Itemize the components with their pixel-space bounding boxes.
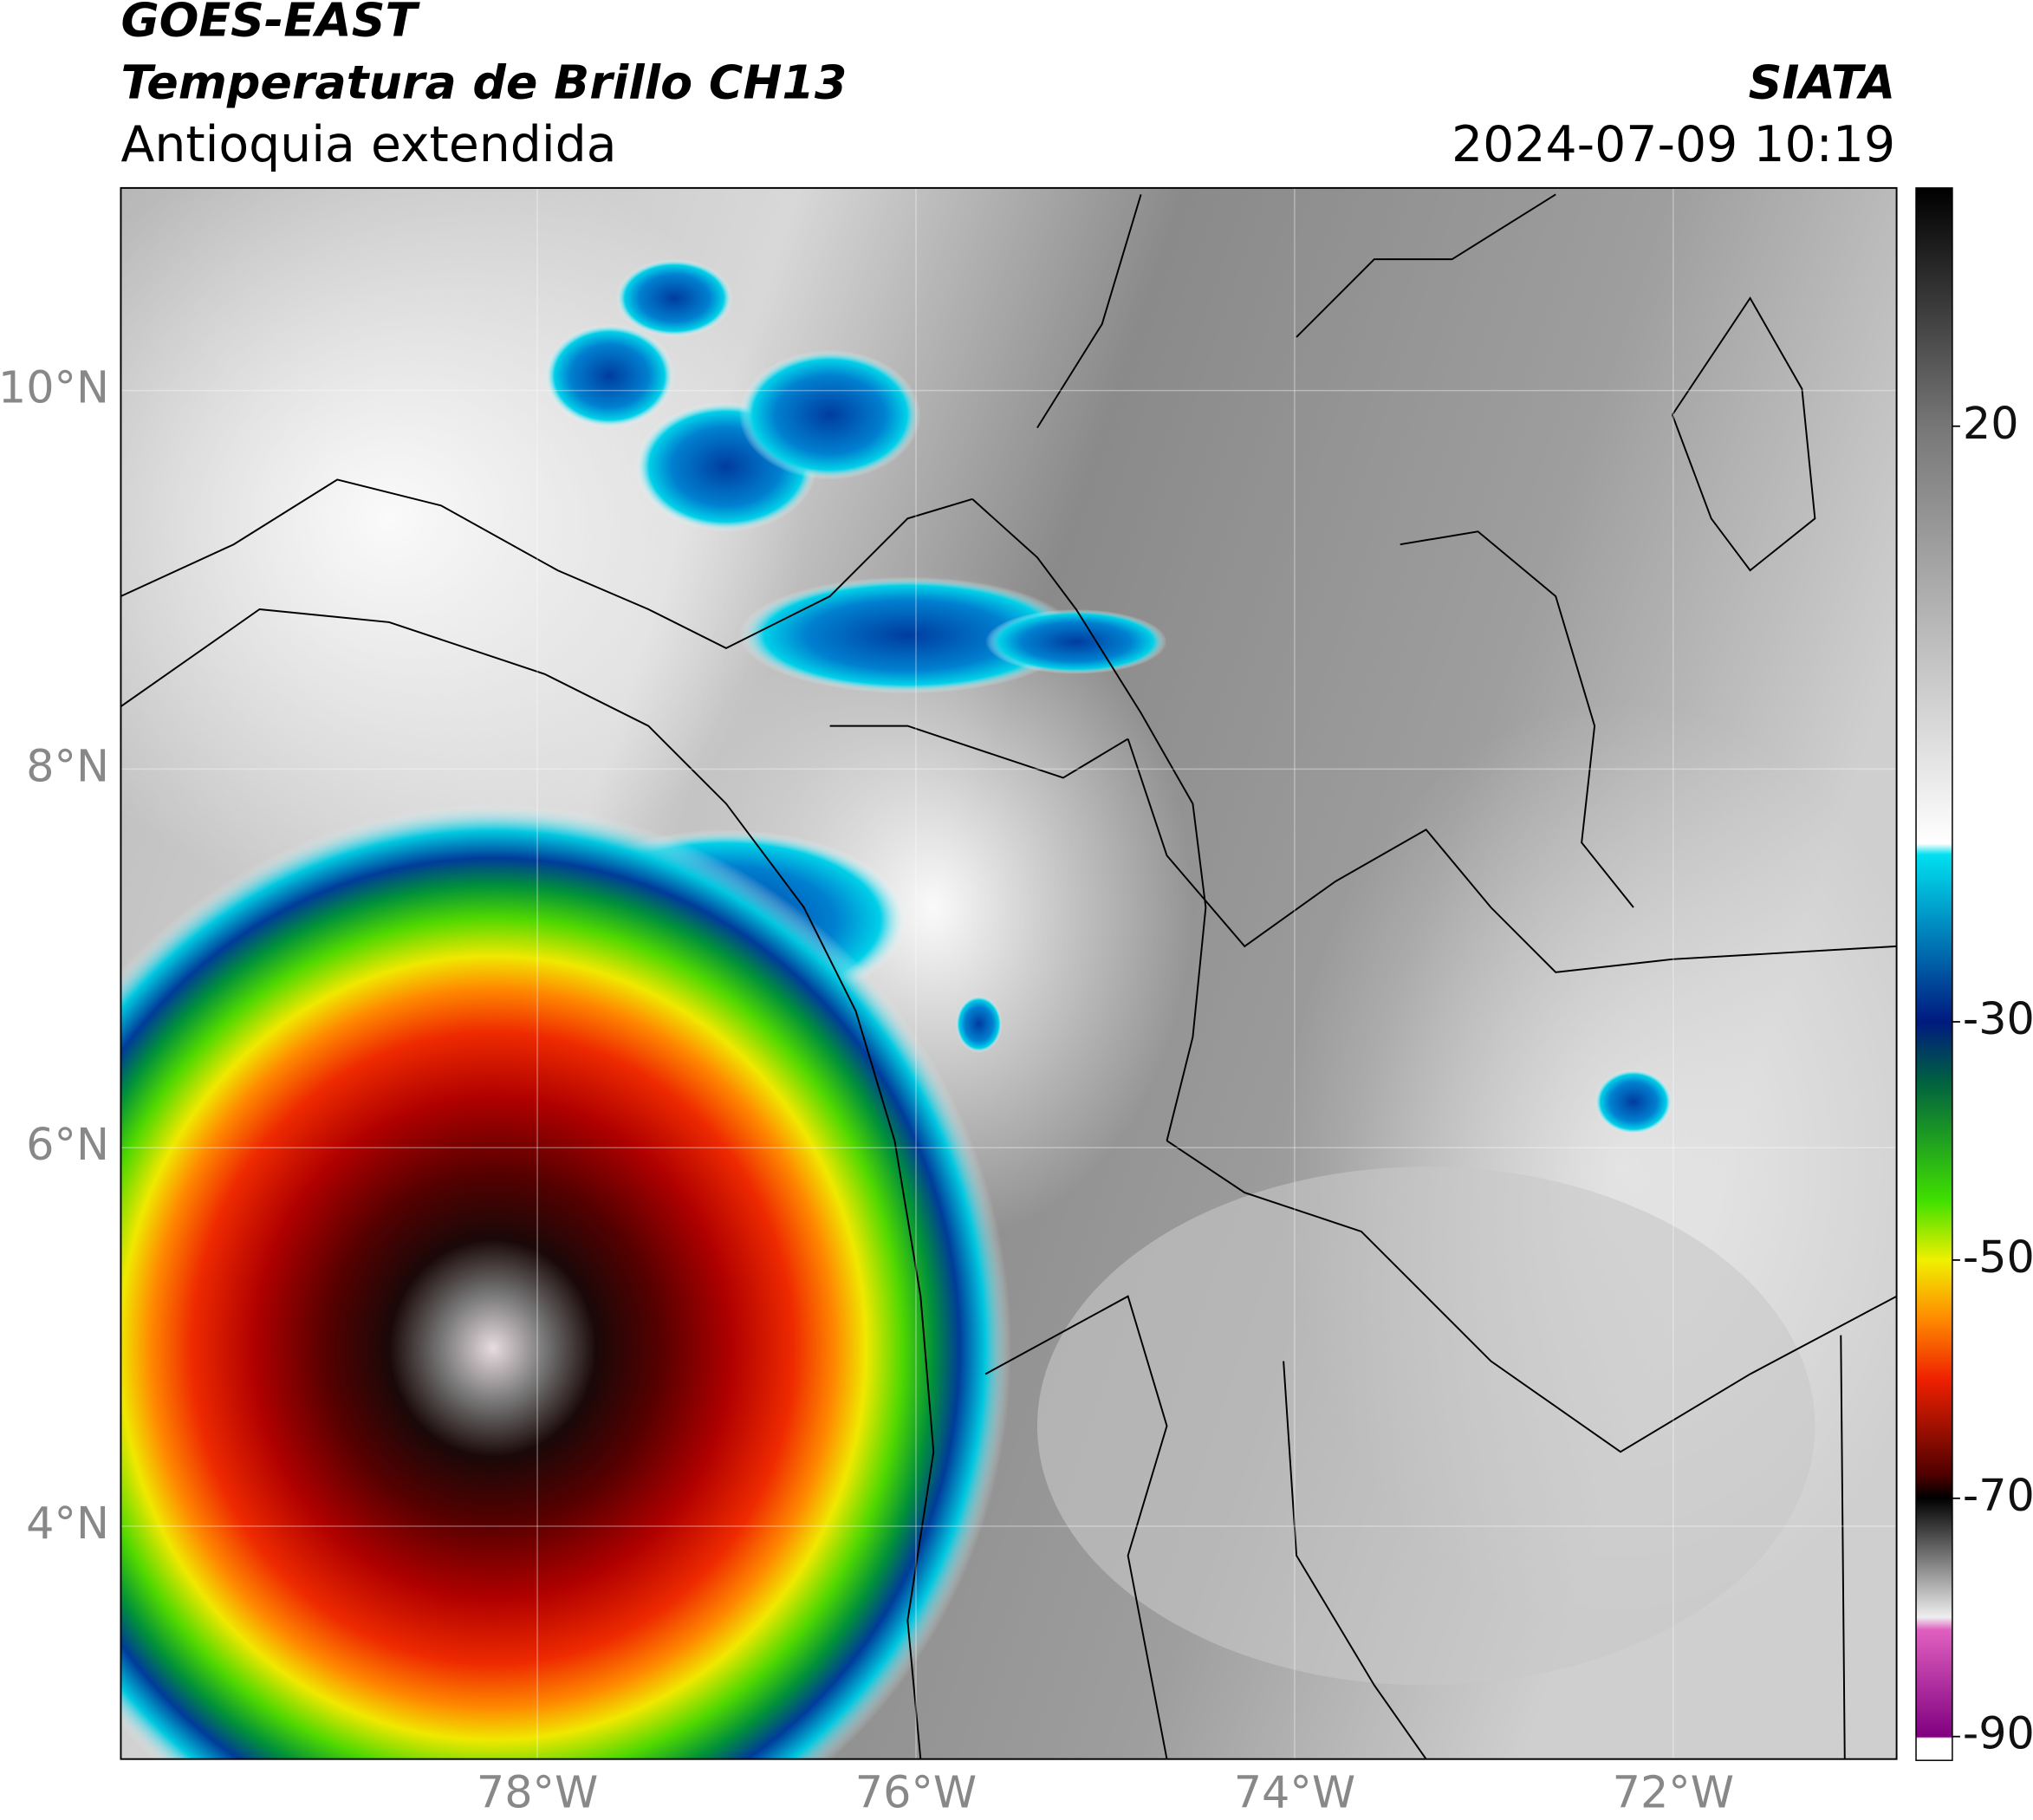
region: Antioquia extendida <box>120 116 616 173</box>
colorbar-tick-label: -30 <box>1963 993 2033 1044</box>
x-tick-label: 74°W <box>1234 1767 1355 1818</box>
datetime: 2024-07-09 10:19 <box>1452 116 1895 173</box>
colorbar-tick-label: -50 <box>1963 1232 2033 1283</box>
satellite-image <box>120 187 1897 1759</box>
x-tick-label: 78°W <box>477 1767 598 1818</box>
colorbar-tick-label: -90 <box>1963 1708 2033 1759</box>
source: SIATA <box>1749 55 1896 109</box>
x-tick-label: 72°W <box>1613 1767 1734 1818</box>
y-tick-label: 8°N <box>26 740 109 791</box>
map-frame <box>120 186 1898 1760</box>
y-tick-label: 6°N <box>26 1119 109 1170</box>
y-tick-label: 10°N <box>0 362 109 413</box>
colorbar <box>1915 187 1953 1761</box>
subtitle: Temperatura de Brillo CH13 <box>120 55 847 109</box>
colorbar-tick-label: -70 <box>1963 1470 2033 1521</box>
x-tick-label: 76°W <box>855 1767 977 1818</box>
title: GOES-EAST <box>120 0 420 48</box>
y-tick-label: 4°N <box>26 1498 109 1549</box>
colorbar-tick-label: 20 <box>1963 398 2019 449</box>
